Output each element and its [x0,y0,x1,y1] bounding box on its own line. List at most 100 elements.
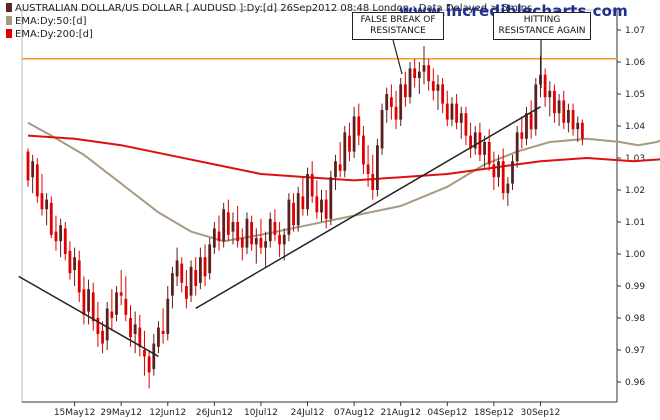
y-tick-label: 1.01 [625,218,645,228]
candle-up [329,177,333,219]
annotation-false-break-line1: FALSE BREAK OF [360,15,436,25]
candle-down [362,135,365,165]
candle-down [259,238,263,248]
candle-up [59,225,63,242]
y-tick-label: 1.06 [625,58,645,68]
candle-up [506,183,510,194]
candle-up [296,193,300,226]
candle-down [63,228,67,254]
candle-down [292,202,295,226]
candle-down [478,132,482,155]
candle-down [26,151,30,181]
candle-up [548,90,552,98]
candle-down [324,199,328,219]
y-tick-label: 1.02 [625,186,645,196]
candle-down [110,311,114,318]
candle-up [422,65,426,72]
candle-down [35,164,39,197]
candle-up [268,218,272,242]
x-tick-label: 07Aug12 [334,408,374,418]
y-tick-label: 1.05 [625,90,645,100]
candle-down [394,106,398,120]
trendline [195,106,541,310]
annotation-false-break: FALSE BREAK OF RESISTANCE [352,12,444,40]
candle-up [417,71,421,78]
candle-up [306,174,309,210]
candle-down [180,263,184,283]
candle-up [87,289,90,312]
candle-down [487,142,491,165]
candle-up [511,161,514,184]
candle-down [96,318,100,334]
candle-down [464,113,468,136]
candle-up [31,161,35,178]
candle-up [166,298,170,334]
candle-up [497,161,500,178]
candle-down [571,110,575,130]
candle-down [101,330,104,344]
legend-label-ema50: EMA:Dy:50:[d] [15,16,87,27]
candle-up [157,327,160,347]
candle-down [441,84,445,104]
ema50-line [27,121,660,243]
candle-down [217,231,221,242]
x-tick-label: 15May12 [54,408,96,418]
candle-up [534,84,538,130]
x-tick-label: 21Aug12 [380,408,420,418]
y-tick-label: 0.98 [625,314,645,324]
annotation-hitting-resistance: HITTING RESISTANCE AGAIN [493,12,591,40]
candle-up [245,218,249,248]
x-tick-label: 12Jun12 [149,408,186,418]
candle-up [222,209,226,242]
candle-up [105,308,109,341]
candle-up [320,199,323,213]
y-tick-label: 0.99 [625,282,645,292]
candle-down [250,222,254,245]
candle-down [68,250,72,274]
candle-up [380,110,384,149]
candle-up [459,113,463,123]
candle-down [501,161,505,194]
annotation-false-break-line2: RESISTANCE [370,26,426,36]
candle-down [91,292,95,322]
candle-up [408,68,412,98]
annotation-hitting-line2: RESISTANCE AGAIN [498,26,586,36]
candle-up [567,110,570,123]
candle-down [147,356,151,373]
candle-down [273,222,277,235]
candle-down [520,132,524,139]
candle-up [264,241,267,248]
candle-down [553,90,556,114]
candle-up [334,161,337,178]
candle-down [82,289,86,315]
candle-down [184,286,188,299]
candle-up [483,142,486,155]
candle-down [203,257,207,277]
candle-up [576,122,580,130]
y-tick-label: 1.07 [625,26,645,36]
candle-down [301,196,305,210]
candle-up [376,145,379,190]
y-tick-label: 0.96 [625,378,645,388]
candle-down [124,298,128,315]
candle-down [129,318,132,338]
trendline [18,275,159,358]
candle-down [54,231,58,242]
y-tick-label: 1.04 [625,122,645,132]
x-tick-label: 30Sep12 [521,408,561,418]
candle-down [161,330,165,334]
legend-item-ema200: EMA:Dy:200:[d] [6,29,93,40]
candle-down [580,122,584,139]
candle-up [208,244,212,274]
legend-swatch-price [6,3,12,12]
candle-down [194,270,198,286]
candle-down [348,135,351,152]
candle-up [73,257,76,270]
candle-up [198,257,202,283]
x-tick-label: 24Jul12 [291,408,325,418]
legend-item-price: AUSTRALIAN DOLLAR/US DOLLAR [ AUDUSD ]:D… [6,3,532,14]
legend-item-ema50: EMA:Dy:50:[d] [6,16,86,27]
candle-down [455,103,459,123]
candle-up [231,222,235,232]
